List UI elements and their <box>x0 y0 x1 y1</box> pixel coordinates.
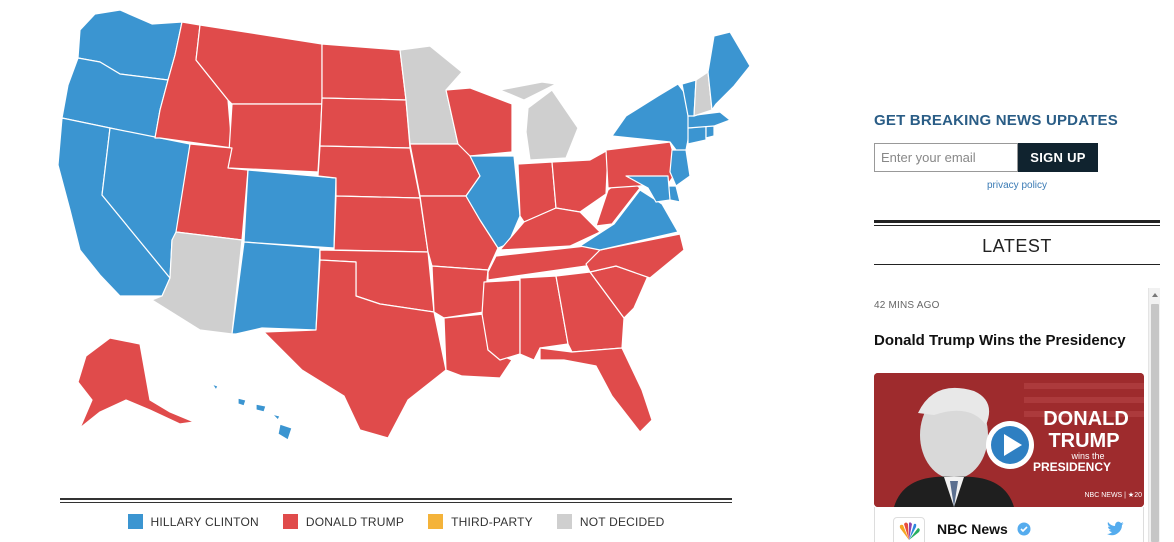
state-KS[interactable] <box>333 195 429 253</box>
state-ND[interactable] <box>321 43 407 101</box>
legend-swatch-clinton <box>127 514 143 529</box>
state-AR[interactable] <box>431 265 489 319</box>
state-FL[interactable] <box>539 347 653 433</box>
legend-item-trump: DONALD TRUMP <box>282 514 405 529</box>
state-HI[interactable] <box>211 383 293 441</box>
state-MI[interactable] <box>499 81 579 161</box>
latest-divider-bottom <box>874 264 1160 265</box>
email-input[interactable] <box>874 143 1018 172</box>
thumbnail-line-1: DONALD <box>1043 408 1129 430</box>
scrollbar-thumb[interactable] <box>1151 304 1159 542</box>
news-headline[interactable]: Donald Trump Wins the Presidency <box>874 332 1126 349</box>
legend-label-not-decided: NOT DECIDED <box>579 514 665 529</box>
legend-swatch-not-decided <box>556 514 572 529</box>
state-AZ[interactable] <box>151 231 243 335</box>
state-CO[interactable] <box>243 169 337 249</box>
verified-icon <box>1017 522 1031 536</box>
state-NM[interactable] <box>231 241 321 335</box>
legend-item-not-decided: NOT DECIDED <box>556 514 665 529</box>
state-MS[interactable] <box>481 279 521 361</box>
thumbnail-line-3: wins the <box>1070 451 1104 461</box>
state-CT[interactable] <box>687 125 707 145</box>
state-RI[interactable] <box>705 125 715 139</box>
sidebar: GET BREAKING NEWS UPDATES SIGN UP privac… <box>874 0 1160 542</box>
state-MA[interactable] <box>687 111 731 129</box>
tweet-card[interactable]: NBC News <box>874 507 1144 542</box>
map-legend: HILLARY CLINTON DONALD TRUMP THIRD-PARTY… <box>60 514 732 529</box>
legend-label-trump: DONALD TRUMP <box>305 514 405 529</box>
state-TX[interactable] <box>263 259 447 439</box>
privacy-policy-link[interactable]: privacy policy <box>987 180 1048 191</box>
us-map <box>57 9 751 441</box>
legend-swatch-trump <box>282 514 298 529</box>
scroll-up-arrow-icon[interactable] <box>1149 290 1160 300</box>
legend-divider <box>60 498 732 503</box>
latest-divider-top <box>874 220 1160 226</box>
state-WY[interactable] <box>227 103 323 173</box>
election-map: HILLARY CLINTON DONALD TRUMP THIRD-PARTY… <box>57 9 751 529</box>
state-KY[interactable] <box>499 207 601 251</box>
state-NJ[interactable] <box>669 149 691 187</box>
thumbnail-line-4: PRESIDENCY <box>1033 460 1111 474</box>
state-AK[interactable] <box>77 337 195 429</box>
state-IL[interactable] <box>465 155 521 249</box>
state-ME[interactable] <box>707 31 751 111</box>
tweet-account-name[interactable]: NBC News <box>937 521 1008 537</box>
state-SD[interactable] <box>319 97 411 149</box>
thumbnail-line-2: TRUMP <box>1048 430 1119 452</box>
newsletter-title: GET BREAKING NEWS UPDATES <box>874 112 1118 129</box>
latest-heading: LATEST <box>982 236 1052 256</box>
legend-label-third-party: THIRD-PARTY <box>451 514 533 529</box>
state-MD[interactable] <box>625 175 671 203</box>
legend-label-clinton: HILLARY CLINTON <box>150 514 259 529</box>
twitter-icon[interactable] <box>1107 521 1125 536</box>
feed-scrollbar[interactable] <box>1148 288 1160 542</box>
legend-item-third-party: THIRD-PARTY <box>428 514 533 529</box>
nbc-peacock-icon <box>899 522 920 540</box>
news-video-thumbnail[interactable]: DONALD TRUMP wins the PRESIDENCY NBC NEW… <box>874 373 1144 507</box>
signup-button[interactable]: SIGN UP <box>1018 143 1098 172</box>
legend-item-clinton: HILLARY CLINTON <box>127 514 259 529</box>
nbc-logo-avatar[interactable] <box>893 517 925 542</box>
thumbnail-art: DONALD TRUMP wins the PRESIDENCY NBC NEW… <box>874 373 1144 507</box>
thumbnail-network-tag: NBC NEWS | ★20 <box>1085 491 1143 499</box>
latest-feed[interactable]: 42 MINS AGO Donald Trump Wins the Presid… <box>874 288 1160 542</box>
news-timestamp: 42 MINS AGO <box>874 300 940 311</box>
legend-swatch-third-party <box>428 514 444 529</box>
state-WI[interactable] <box>445 87 513 157</box>
state-VA[interactable] <box>579 189 679 251</box>
state-OH[interactable] <box>551 149 609 213</box>
